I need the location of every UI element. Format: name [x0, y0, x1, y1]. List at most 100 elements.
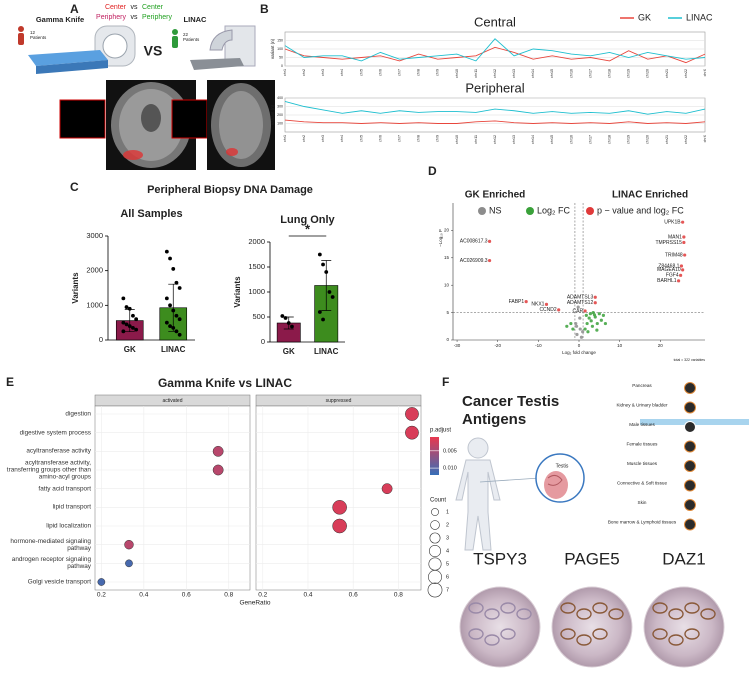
x-tick-label: chrX: [703, 68, 707, 76]
data-point: [574, 324, 579, 328]
x-tick-label: chr19: [627, 135, 631, 144]
data-point: [131, 325, 135, 330]
point-label: Z84468.1: [658, 263, 679, 269]
legend-title: Count: [430, 498, 446, 504]
data-point: [171, 308, 176, 313]
y-tick-label: Golgi vesicle transport: [27, 578, 91, 586]
x-tick-label: chr9: [436, 135, 440, 142]
patients: 22: [183, 32, 189, 37]
data-point: [676, 279, 681, 283]
size-swatch: [428, 544, 441, 557]
stain-title: PAGE5: [564, 549, 619, 568]
data-point: [290, 324, 294, 329]
y-tick-label: androgen receptor signaling pathway: [11, 556, 91, 571]
x-tick-label: 0.8: [224, 592, 233, 599]
dot: [405, 425, 419, 440]
x-tick-label: chr15: [550, 69, 554, 78]
ihc-tubule: [668, 608, 684, 620]
data-point: [164, 296, 169, 301]
series-line: [284, 119, 706, 124]
tissue-icon: [684, 460, 696, 472]
y-tick-label: 100: [277, 121, 283, 125]
x-tick-label: chr2: [302, 135, 306, 142]
tissue-icon: [684, 382, 696, 394]
data-point: [317, 310, 322, 314]
panel-label: C: [70, 180, 79, 194]
data-point: [603, 321, 608, 326]
x-tick-label: chr10: [455, 135, 459, 144]
size-label: 4: [446, 548, 449, 554]
point-label: BARHL1: [657, 278, 677, 284]
data-point: [171, 325, 176, 330]
ihc-tubule: [468, 628, 484, 640]
legend-label: Log₂ FC: [537, 205, 571, 215]
data-point: [124, 305, 129, 309]
x-tick-label: chr20: [646, 135, 650, 144]
x-tick-label: chr21: [665, 135, 669, 144]
point-label: ADAMTSL3: [567, 295, 594, 301]
legend-swatch: [478, 207, 486, 215]
x-tick-label: chr22: [684, 135, 688, 144]
data-point: [587, 316, 591, 320]
data-point: [174, 313, 179, 318]
size-label: 7: [446, 587, 449, 593]
data-point: [578, 327, 582, 331]
data-point: [168, 256, 172, 261]
size-swatch: [429, 532, 441, 544]
stain-title: DAZ1: [662, 549, 705, 568]
data-point: [579, 335, 584, 339]
data-point: [586, 330, 590, 334]
x-tick-label: chr2: [302, 69, 306, 76]
data-point: [592, 313, 597, 317]
x-tick-label: chr1: [283, 69, 287, 76]
x-tick-label: chr21: [665, 69, 669, 78]
x-tick-label: -10: [535, 343, 542, 348]
linac-icon: [172, 25, 256, 70]
data-point: [581, 330, 585, 334]
data-point: [280, 314, 285, 318]
x-tick-label: chr14: [531, 69, 535, 78]
ihc-tubule: [576, 608, 592, 620]
y-tick-label: 1000: [86, 300, 103, 309]
tissue-icon: [684, 499, 696, 511]
ihc-tubule: [700, 608, 716, 620]
y-tick-label: 2000: [248, 237, 265, 246]
x-axis-label: Log₂ fold change: [562, 350, 596, 355]
y-axis-label: variant (n): [270, 104, 275, 125]
y-tick-label: 1500: [248, 262, 265, 271]
x-tick-label: chr11: [474, 69, 478, 78]
y-tick-label: digestion: [65, 410, 91, 418]
vs: VS: [144, 43, 163, 59]
x-tick-label: chr5: [359, 135, 363, 142]
data-point: [121, 329, 126, 334]
machine-name: LINAC: [184, 15, 207, 24]
data-point: [330, 295, 335, 299]
ihc-tubule: [560, 628, 576, 640]
tissue-label: Pancreas: [632, 383, 652, 388]
data-point: [168, 303, 172, 308]
patients: Patients: [30, 35, 47, 40]
y-tick-label: 0: [446, 337, 449, 342]
data-point: [583, 309, 587, 313]
y-tick-label: 0: [281, 64, 283, 68]
point-label: UPK1B: [664, 220, 681, 226]
data-point: [593, 295, 597, 299]
data-point: [134, 327, 139, 332]
data-point: [164, 249, 169, 254]
data-point: [324, 270, 329, 274]
colorbar-label: 0.005: [443, 448, 457, 454]
y-axis-label: Variants: [233, 276, 242, 308]
ihc-tubule: [592, 602, 608, 614]
machine-name: Gamma Knife: [36, 15, 84, 24]
facet-label: suppressed: [326, 398, 352, 404]
data-point: [131, 313, 135, 318]
data-point: [593, 301, 597, 305]
x-axis-label: GeneRatio: [239, 600, 270, 607]
x-tick-label: 0.4: [139, 592, 148, 599]
point-label: TRIM48: [665, 252, 683, 258]
legend-swatch: [526, 207, 534, 215]
ihc-image: [459, 586, 541, 668]
y-tick-label: 200: [277, 113, 283, 117]
size-label: 1: [446, 509, 449, 515]
data-point: [595, 328, 599, 332]
